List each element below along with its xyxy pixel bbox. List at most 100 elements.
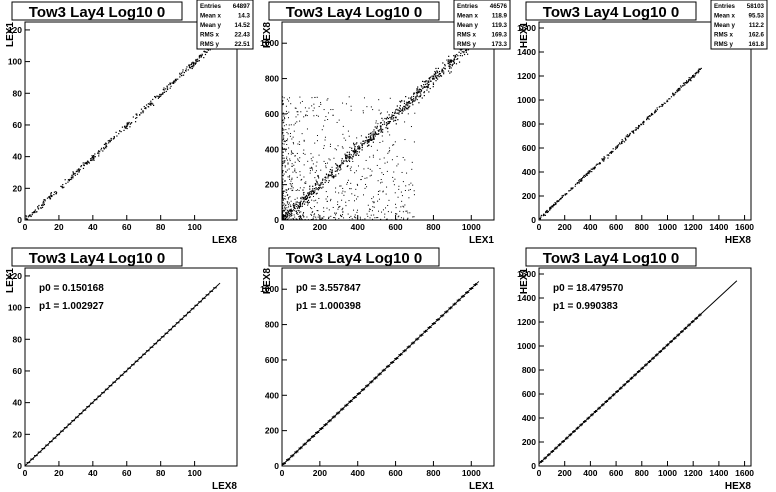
x-tick-label: 100 [188,468,202,478]
scatter-point [296,219,298,220]
scatter-point [389,97,391,99]
scatter-point [341,163,343,165]
scatter-point [285,139,287,141]
scatter-point [314,190,316,192]
scatter-point [72,171,74,173]
scatter-point [374,217,376,219]
scatter-point [349,188,351,190]
scatter-point [414,99,416,101]
scatter-point [450,60,452,62]
scatter-point [282,212,284,214]
scatter-point [380,121,382,124]
scatter-point [554,202,556,204]
scatter-point [301,100,303,102]
scatter-point [299,217,301,219]
scatter-point [398,188,400,190]
scatter-point [322,217,324,219]
scatter-point [382,191,384,193]
scatter-point [355,170,357,172]
scatter-point [368,140,370,142]
scatter-point [382,173,384,175]
scatter-point [684,84,686,86]
scatter-point [171,82,173,84]
scatter-point [453,58,455,60]
scatter-point [369,208,371,210]
y-axis-label: HEX1 [519,22,530,49]
scatter-point [692,74,695,76]
scatter-point [338,119,340,121]
scatter-point [289,175,291,177]
scatter-point [337,208,339,210]
stats-value: 169.3 [492,32,508,39]
scatter-point [578,179,581,181]
scatter-point [325,116,327,118]
scatter-point [318,187,320,190]
scatter-point [198,57,201,59]
scatter-point [449,66,451,68]
scatter-point [389,120,391,123]
scatter-point [282,170,284,172]
scatter-point [441,68,443,70]
scatter-point [583,174,585,177]
scatter-point [546,209,548,212]
scatter-point [163,89,165,91]
scatter-point [461,51,463,53]
scatter-point [601,159,604,161]
scatter-point [342,147,344,149]
scatter-point [331,174,333,176]
scatter-point [43,199,45,201]
scatter-point [294,161,296,163]
scatter-point [700,67,702,70]
scatter-point [282,197,284,199]
scatter-point [590,168,592,170]
scatter-point [287,188,289,190]
scatter-point [432,83,435,86]
scatter-point [328,180,330,182]
scatter-point [328,158,330,160]
scatter-point [402,108,404,110]
scatter-point [303,212,305,214]
scatter-point [647,117,649,120]
title-frame [268,1,440,21]
scatter-point [669,98,671,100]
scatter-point [654,109,657,111]
x-axis-label: LEX1 [469,235,494,246]
scatter-point [366,213,368,215]
scatter-point [369,217,371,219]
scatter-point [379,158,381,160]
scatter-point [301,203,304,205]
scatter-point [78,170,80,172]
scatter-point [40,207,43,209]
scatter-point [123,126,126,128]
stats-value: 173.3 [492,41,508,48]
scatter-point [628,134,631,136]
scatter-point [154,95,156,98]
scatter-point [643,121,645,123]
scatter-point [342,125,344,127]
scatter-point [282,194,284,196]
scatter-point [285,218,287,220]
scatter-point [686,80,688,82]
scatter-point [141,110,144,112]
scatter-point [371,210,373,212]
scatter-point [622,140,624,142]
scatter-point [290,215,292,217]
scatter-point [677,88,679,90]
scatter-point [326,99,328,101]
stats-label: RMS y [714,41,733,48]
scatter-point [327,112,329,114]
scatter-point [403,105,405,108]
scatter-point [282,188,284,190]
y-tick-label: 600 [265,355,279,365]
scatter-point [284,117,286,119]
scatter-point [461,55,463,57]
scatter-point [670,96,673,98]
x-axis-label: HEX8 [725,481,752,492]
scatter-point [316,114,318,116]
scatter-point [690,80,692,82]
x-tick-label: 600 [609,468,623,478]
scatter-point [90,158,92,160]
scatter-point [315,183,317,186]
